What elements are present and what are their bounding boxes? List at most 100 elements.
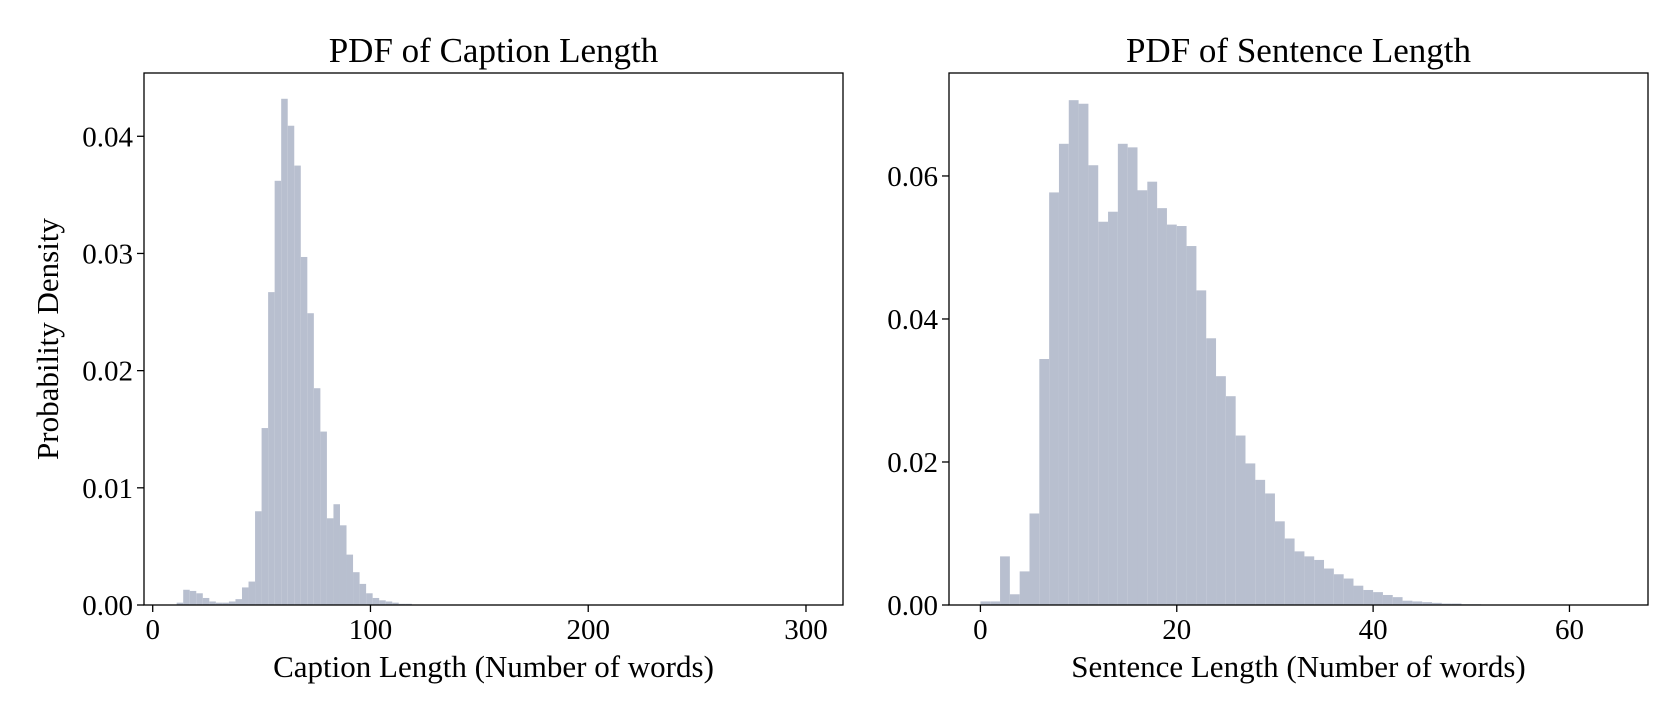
bar [1324, 568, 1334, 605]
bar [196, 593, 203, 605]
bar [1088, 165, 1099, 605]
bar [300, 256, 308, 605]
bar [1274, 521, 1285, 605]
bar [1225, 396, 1236, 605]
bar [176, 602, 184, 605]
bar [980, 601, 991, 605]
bar [392, 602, 399, 605]
bar [202, 597, 210, 605]
bar [1019, 571, 1030, 605]
bar [189, 590, 197, 605]
chart-title: PDF of Caption Length [329, 31, 659, 70]
bar [1068, 100, 1079, 605]
x-tick-label: 60 [1555, 614, 1584, 646]
y-tick-label: 0.01 [82, 473, 133, 505]
bar [294, 165, 301, 605]
bar [1441, 603, 1452, 605]
bar [307, 313, 314, 605]
y-axis-label: Probability Density [30, 218, 65, 460]
bar [261, 428, 269, 605]
bar [1294, 551, 1305, 605]
y-tick-label: 0.00 [82, 590, 133, 622]
bar [241, 587, 249, 605]
bar [1373, 592, 1383, 605]
bar [1255, 479, 1266, 605]
bar [215, 602, 223, 605]
bar [183, 589, 190, 605]
bar [1245, 463, 1256, 605]
bar [1265, 493, 1275, 605]
bar [1039, 359, 1050, 605]
y-tick-label: 0.02 [887, 447, 938, 479]
bar [1422, 602, 1433, 605]
bar [1353, 585, 1364, 605]
bar [1058, 143, 1069, 605]
x-tick-label: 40 [1359, 614, 1388, 646]
x-axis-label: Caption Length (Number of words) [273, 649, 714, 684]
bar [1451, 603, 1462, 605]
bar [379, 600, 386, 605]
bar [1284, 538, 1295, 605]
bar [1206, 338, 1217, 605]
bar [353, 572, 360, 605]
bar [313, 388, 321, 605]
bar [1147, 181, 1158, 605]
bar [235, 599, 242, 605]
x-tick-label: 100 [349, 614, 393, 646]
x-tick-label: 300 [784, 614, 828, 646]
bar [1108, 211, 1118, 605]
bar [1117, 143, 1128, 605]
y-tick-label: 0.02 [82, 356, 133, 388]
x-tick-label: 0 [973, 614, 988, 646]
bar [1392, 597, 1403, 605]
bar [1029, 513, 1040, 605]
bar [209, 601, 216, 605]
y-tick-label: 0.04 [887, 304, 938, 336]
bar [1098, 221, 1109, 605]
bar [1157, 208, 1167, 606]
y-tick-label: 0.03 [82, 238, 133, 270]
bar [346, 554, 354, 605]
bar [255, 511, 262, 605]
bar [268, 292, 275, 605]
bar [385, 601, 393, 605]
plot-frame [143, 72, 844, 606]
bar [1078, 103, 1089, 605]
bar [326, 518, 334, 605]
bar [333, 504, 340, 605]
x-tick-label: 0 [145, 614, 160, 646]
bar [1196, 290, 1207, 605]
bar [1314, 559, 1325, 605]
chart-title: PDF of Sentence Length [1126, 31, 1472, 70]
bar [248, 581, 256, 605]
bar [320, 431, 327, 605]
bar [228, 601, 236, 605]
bar [1186, 246, 1197, 605]
bar [1402, 600, 1413, 605]
bar [990, 601, 1001, 605]
bar [1049, 192, 1059, 605]
bar [339, 525, 347, 605]
bar [281, 98, 288, 606]
bar [1000, 556, 1010, 605]
bar [1127, 147, 1138, 605]
bar [1412, 601, 1423, 605]
bar [366, 593, 373, 605]
bar [1137, 190, 1148, 606]
bar [1343, 578, 1354, 605]
bar [1363, 589, 1374, 605]
bar [1235, 435, 1246, 605]
x-tick-label: 200 [566, 614, 610, 646]
bar [1176, 226, 1187, 606]
bar [1304, 556, 1315, 605]
x-tick-label: 20 [1162, 614, 1191, 646]
y-tick-label: 0.04 [82, 121, 133, 153]
bar [372, 597, 380, 605]
bar [1216, 376, 1226, 605]
bar [1432, 602, 1442, 605]
bar [1333, 574, 1344, 605]
bar [274, 180, 282, 606]
bar [1166, 224, 1177, 605]
bar [359, 583, 367, 605]
